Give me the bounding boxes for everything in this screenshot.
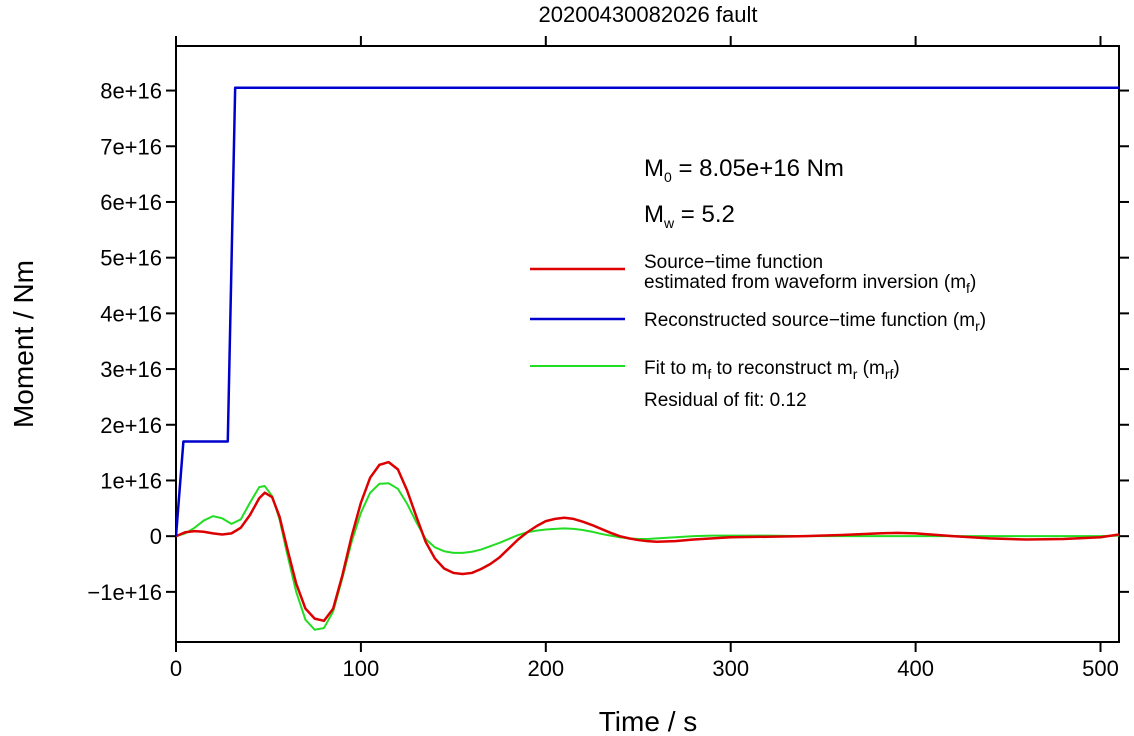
y-tick-label: 0: [150, 524, 162, 549]
legend: Source−time function estimated from wave…: [530, 252, 986, 411]
series-layer: [176, 86, 1119, 631]
x-axis: 0 100 200 300 400 500: [170, 36, 1119, 681]
chart-title: 20200430082026 fault: [539, 2, 758, 27]
m0-annotation: M0 = 8.05e+16 Nm: [644, 155, 844, 185]
plot-frame: [175, 45, 1120, 643]
y-tick-label: −1e+16: [87, 580, 162, 605]
y-axis-label: Moment / Nm: [8, 260, 39, 428]
y-tick-label: 7e+16: [100, 134, 162, 159]
residual-annotation: Residual of fit: 0.12: [644, 390, 807, 411]
legend-label-mf-line1: Source−time function: [644, 252, 823, 273]
x-tick-label: 0: [170, 656, 182, 681]
y-tick-label: 2e+16: [100, 413, 162, 438]
y-tick-label: 4e+16: [100, 301, 162, 326]
x-tick-label: 200: [527, 656, 564, 681]
x-tick-label: 100: [343, 656, 380, 681]
y-tick-label: 3e+16: [100, 357, 162, 382]
legend-label-mrf: Fit to mf to reconstruct mr (mrf): [644, 358, 900, 382]
x-tick-label: 400: [897, 656, 934, 681]
y-tick-label: 1e+16: [100, 468, 162, 493]
x-tick-label: 300: [712, 656, 749, 681]
series-line-mrf: [176, 482, 1119, 631]
y-axis: −1e+16 0 1e+16 2e+16 3e+16 4e+16 5e+16 6e+16 7e+…: [87, 79, 1129, 605]
series-line-mf: [176, 460, 1119, 623]
legend-label-mf-line2: estimated from waveform inversion (mf): [644, 272, 976, 296]
mw-annotation: Mw = 5.2: [644, 201, 735, 231]
y-tick-label: 6e+16: [100, 190, 162, 215]
series-line-mr: [176, 86, 1119, 537]
x-tick-label: 500: [1082, 656, 1119, 681]
y-tick-label: 8e+16: [100, 79, 162, 104]
y-tick-label: 5e+16: [100, 246, 162, 271]
x-axis-label: Time / s: [599, 706, 698, 736]
legend-label-mr: Reconstructed source−time function (mr): [644, 310, 986, 334]
